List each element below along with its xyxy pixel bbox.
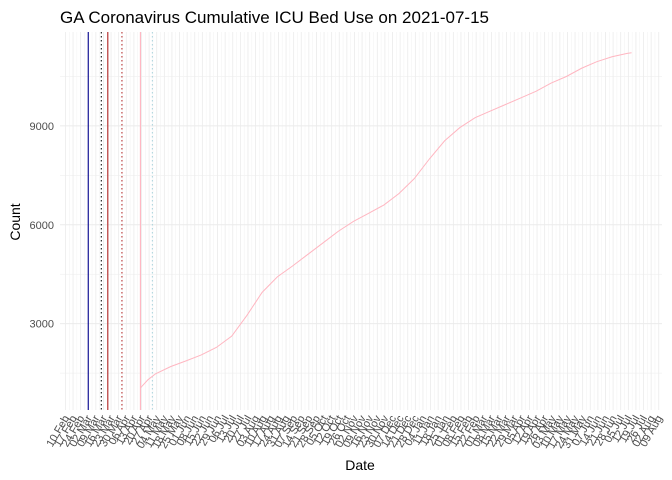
- y-axis-ticks: 3000 6000 9000: [30, 121, 54, 331]
- minor-gridlines: [60, 32, 662, 410]
- series-line: [140, 52, 632, 389]
- reference-lines: [87, 32, 153, 410]
- y-tick-label: 9000: [30, 121, 54, 133]
- y-axis-title: Count: [7, 203, 23, 240]
- chart-title: GA Coronavirus Cumulative ICU Bed Use on…: [60, 8, 489, 27]
- series-layer: [140, 52, 632, 389]
- major-gridlines: [60, 32, 662, 410]
- y-tick-label: 3000: [30, 319, 54, 331]
- x-axis-title: Date: [345, 457, 375, 473]
- plot-panel: [60, 32, 662, 410]
- y-tick-label: 6000: [30, 220, 54, 232]
